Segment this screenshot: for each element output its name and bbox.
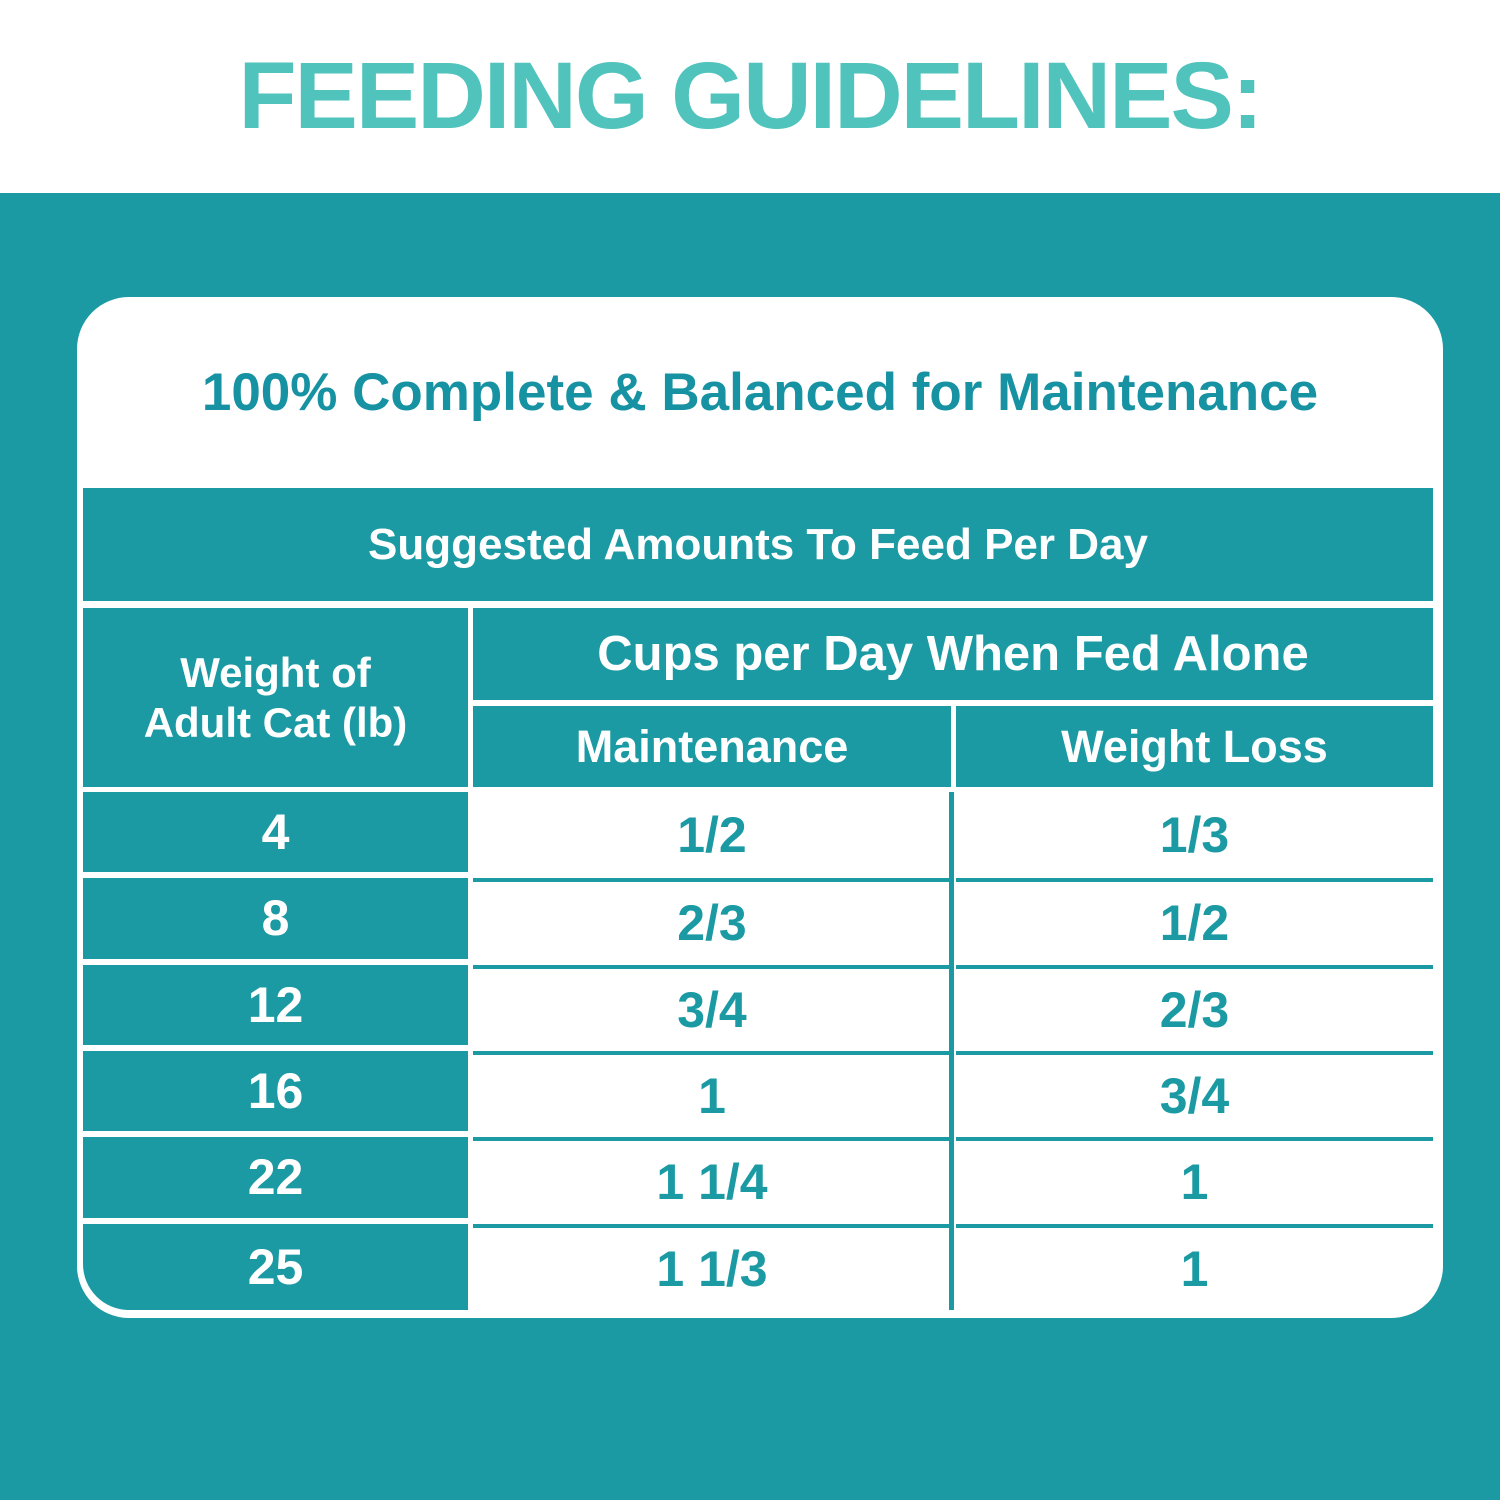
weight-loss-cell: 1 bbox=[956, 1223, 1433, 1310]
column-divider bbox=[949, 792, 954, 1310]
maintenance-cell: 3/4 bbox=[473, 964, 951, 1051]
weight-header-line1: Weight of bbox=[180, 648, 371, 696]
weight-loss-cell: 1 bbox=[956, 1137, 1433, 1223]
cups-header-group: Cups per Day When Fed Alone Maintenance … bbox=[473, 608, 1433, 787]
weight-cell: 4 bbox=[83, 792, 468, 879]
sub-header-row: Maintenance Weight Loss bbox=[473, 706, 1433, 787]
weight-header-line2: Adult Cat (lb) bbox=[143, 698, 408, 746]
guidelines-card: 100% Complete & Balanced for Maintenance… bbox=[77, 297, 1443, 1318]
weight-loss-column-header: Weight Loss bbox=[956, 706, 1433, 787]
maintenance-cell: 1 1/3 bbox=[473, 1223, 951, 1310]
maintenance-cell: 1 bbox=[473, 1050, 951, 1137]
table-row: 12 3/4 2/3 bbox=[83, 964, 1433, 1051]
maintenance-cell: 1 1/4 bbox=[473, 1137, 951, 1223]
maintenance-cell: 1/2 bbox=[677, 807, 747, 864]
weight-cell: 25 bbox=[83, 1223, 468, 1310]
page-title: FEEDING GUIDELINES: bbox=[238, 43, 1264, 149]
weight-cell: 8 bbox=[83, 878, 468, 965]
table-row: 22 1 1/4 1 bbox=[83, 1137, 1433, 1224]
table-row: 16 1 3/4 bbox=[83, 1050, 1433, 1138]
cups-group-header: Cups per Day When Fed Alone bbox=[473, 608, 1433, 700]
table-header-row: Weight of Adult Cat (lb) Cups per Day Wh… bbox=[83, 608, 1433, 787]
table-row: 25 1 1/3 1 bbox=[83, 1223, 1433, 1310]
feeding-table: Suggested Amounts To Feed Per Day Weight… bbox=[83, 488, 1433, 1310]
weight-cell: 22 bbox=[83, 1137, 468, 1224]
weight-loss-cell: 3/4 bbox=[956, 1050, 1433, 1137]
table-title-band: Suggested Amounts To Feed Per Day bbox=[83, 488, 1433, 601]
table-row: 4 1/2 1/3 bbox=[83, 792, 1433, 879]
weight-loss-cell: 1/3 bbox=[1159, 807, 1230, 864]
card-heading: 100% Complete & Balanced for Maintenance bbox=[201, 363, 1319, 422]
weight-column-header: Weight of Adult Cat (lb) bbox=[83, 608, 468, 787]
weight-cell: 12 bbox=[83, 964, 468, 1051]
weight-loss-cell: 1/2 bbox=[956, 878, 1433, 964]
weight-loss-cell: 2/3 bbox=[956, 964, 1433, 1051]
top-band: FEEDING GUIDELINES: bbox=[0, 0, 1500, 193]
table-row: 8 2/3 1/2 bbox=[83, 878, 1433, 965]
maintenance-column-header: Maintenance bbox=[473, 706, 951, 787]
weight-cell: 16 bbox=[83, 1050, 468, 1138]
table-body: 4 1/2 1/3 8 2/3 1/2 12 3/4 bbox=[83, 792, 1433, 1310]
maintenance-cell: 2/3 bbox=[473, 878, 951, 964]
